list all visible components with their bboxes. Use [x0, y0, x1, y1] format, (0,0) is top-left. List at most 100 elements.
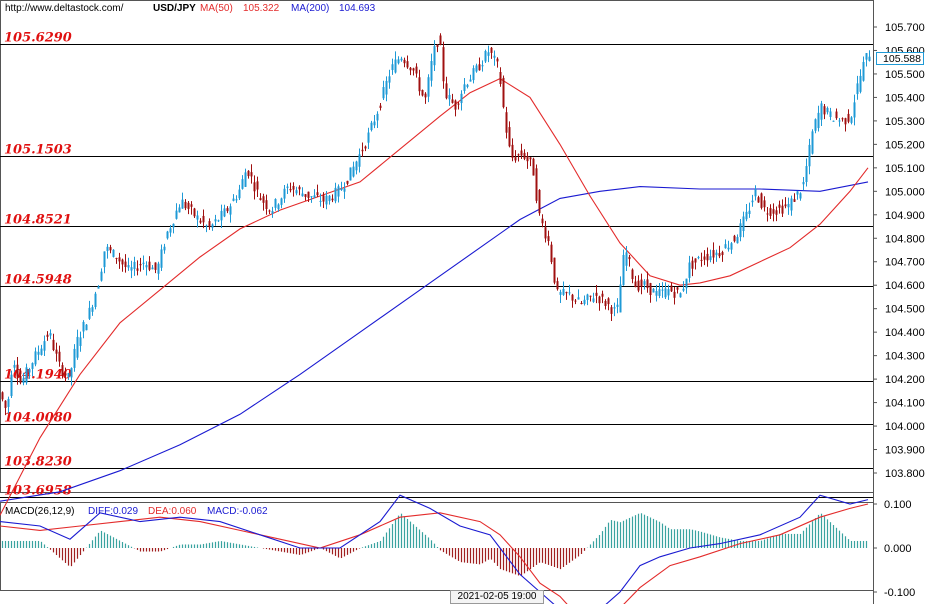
- candle: [31, 362, 34, 377]
- candle-body: [847, 113, 850, 122]
- candle-body: [220, 210, 223, 221]
- level-label: 105.6290: [4, 31, 72, 46]
- candle: [418, 69, 421, 96]
- candle: [646, 271, 649, 293]
- candle: [130, 260, 133, 279]
- candle-body: [253, 182, 256, 192]
- candle: [568, 284, 571, 296]
- candle: [298, 185, 301, 196]
- candle: [76, 329, 79, 360]
- candle-body: [346, 180, 349, 184]
- candle: [715, 249, 718, 262]
- price-tick-label: 104.800: [885, 233, 925, 245]
- candle-body: [856, 83, 859, 95]
- candle-body: [778, 204, 781, 208]
- candle: [394, 51, 397, 74]
- candle-body: [586, 294, 589, 300]
- candle-body: [727, 247, 730, 250]
- candle-body: [331, 198, 334, 201]
- candle: [724, 239, 727, 249]
- candle: [358, 148, 361, 173]
- candle: [313, 189, 316, 199]
- candle: [658, 283, 661, 299]
- candle-body: [496, 58, 499, 62]
- macd-panel: 0.100 0.000 -0.100: [0, 494, 915, 604]
- candle-body: [139, 264, 142, 266]
- candle: [343, 182, 346, 199]
- candle-body: [445, 83, 448, 99]
- candle: [817, 105, 820, 132]
- candle-body: [508, 127, 511, 147]
- candle-body: [271, 210, 274, 214]
- candle: [829, 107, 832, 121]
- candle-body: [199, 220, 202, 223]
- candle: [169, 224, 172, 237]
- candle: [124, 254, 127, 273]
- candle: [127, 257, 130, 271]
- candle-body: [190, 204, 193, 207]
- candle: [58, 345, 61, 367]
- macd-tick-label: 0.000: [884, 543, 912, 555]
- candle-body: [412, 68, 415, 71]
- price-tick-label: 104.500: [885, 304, 925, 316]
- candle: [94, 291, 97, 310]
- candle-body: [292, 185, 295, 190]
- candle-body: [553, 257, 556, 283]
- candle: [616, 298, 619, 314]
- candle: [763, 196, 766, 212]
- candle: [550, 241, 553, 265]
- candle-body: [286, 186, 289, 188]
- candle: [157, 261, 160, 280]
- candle-body: [475, 65, 478, 72]
- candle-body: [751, 200, 754, 203]
- candle: [364, 145, 367, 152]
- candle: [727, 240, 730, 252]
- candle-body: [682, 288, 685, 291]
- candle-body: [367, 132, 370, 143]
- candle: [52, 333, 55, 352]
- candle: [409, 67, 412, 76]
- candle: [247, 170, 250, 179]
- candle-body: [238, 189, 241, 199]
- candle-body: [442, 47, 445, 82]
- candle: [754, 185, 757, 201]
- candle: [133, 256, 136, 276]
- candle: [103, 251, 106, 274]
- candle: [487, 45, 490, 63]
- candle: [565, 291, 568, 300]
- candle-body: [307, 191, 310, 198]
- candle: [559, 289, 562, 304]
- candle: [241, 175, 244, 190]
- candle: [301, 187, 304, 197]
- candle: [781, 199, 784, 218]
- candle: [589, 295, 592, 302]
- macd-value: MACD:-0.062: [207, 506, 268, 517]
- candle: [355, 160, 358, 175]
- candle-body: [757, 197, 760, 203]
- candle-body: [571, 294, 574, 301]
- candle: [280, 197, 283, 209]
- candle-body: [91, 307, 94, 312]
- candle: [22, 372, 25, 386]
- candle: [160, 244, 163, 272]
- candle: [751, 194, 754, 207]
- candle-body: [241, 179, 244, 189]
- candle: [805, 158, 808, 187]
- candle-body: [655, 291, 658, 296]
- candle: [544, 220, 547, 243]
- candle: [388, 69, 391, 89]
- candle-body: [817, 112, 820, 129]
- candle-body: [394, 59, 397, 73]
- candle-body: [742, 216, 745, 232]
- candle-body: [838, 120, 841, 122]
- candle-body: [397, 59, 400, 64]
- candle: [583, 295, 586, 306]
- candle: [481, 60, 484, 72]
- candle: [184, 199, 187, 211]
- candle-body: [214, 219, 217, 222]
- candle-body: [40, 348, 43, 355]
- candle-body: [256, 181, 259, 190]
- candle: [337, 184, 340, 203]
- candle-body: [730, 243, 733, 250]
- candle-body: [298, 186, 301, 190]
